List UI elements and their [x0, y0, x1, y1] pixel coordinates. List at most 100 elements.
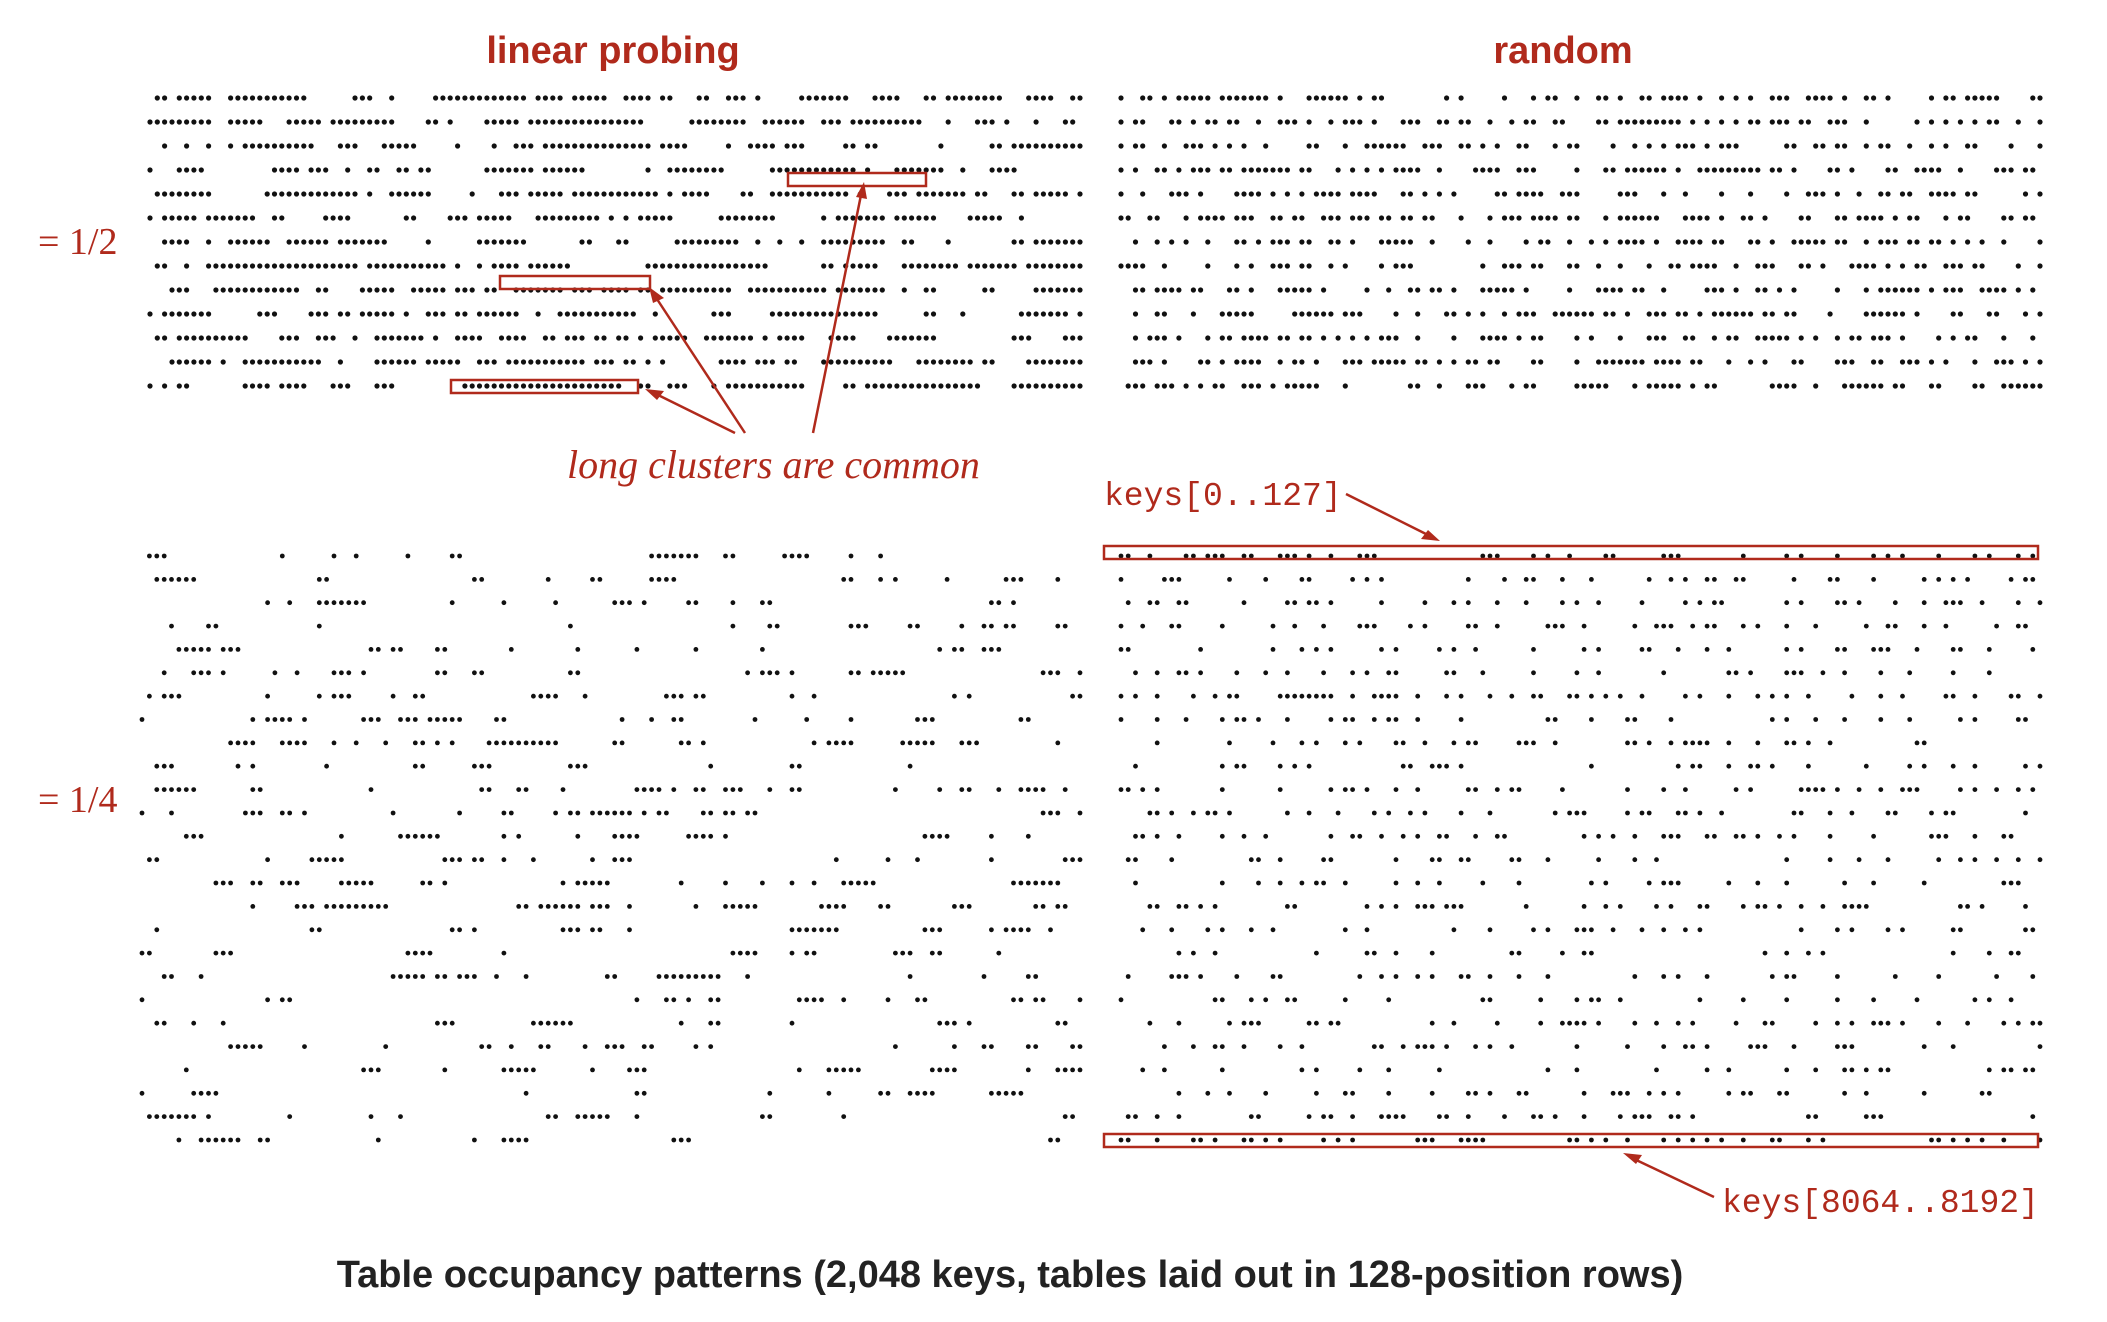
occupied-slot: [1364, 191, 1370, 197]
occupied-slot: [1263, 143, 1269, 149]
occupied-slot: [1632, 167, 1638, 173]
occupied-slot: [2008, 1067, 2014, 1073]
occupied-slot: [1559, 119, 1565, 125]
occupied-slot: [1033, 287, 1039, 293]
occupied-slot: [228, 239, 234, 245]
occupied-slot: [293, 167, 300, 173]
occupied-slot: [249, 143, 256, 149]
occupied-slot: [725, 119, 732, 125]
occupied-slot: [352, 239, 358, 245]
occupied-slot: [608, 119, 614, 125]
occupied-slot: [1596, 833, 1601, 839]
occupied-slot: [1350, 1137, 1355, 1143]
occupied-slot: [1625, 717, 1630, 722]
occupied-slot: [1567, 1137, 1572, 1143]
occupied-slot: [353, 600, 359, 606]
occupied-slot: [1234, 693, 1240, 699]
occupied-slot: [2030, 1067, 2036, 1073]
occupied-slot: [1248, 287, 1254, 293]
occupied-slot: [1711, 311, 1717, 317]
occupied-slot: [572, 191, 578, 197]
occupied-slot: [1929, 810, 1934, 816]
occupied-slot: [952, 263, 959, 269]
occupied-slot: [1697, 239, 1703, 245]
occupied-slot: [608, 383, 614, 389]
occupied-slot: [1863, 143, 1869, 149]
occupied-slot: [147, 383, 153, 389]
occupied-slot: [762, 263, 768, 269]
occupied-slot: [1285, 670, 1290, 676]
occupied-slot: [1719, 119, 1725, 125]
occupied-slot: [1070, 359, 1076, 365]
occupied-slot: [572, 215, 578, 221]
occupied-slot: [833, 904, 839, 909]
occupied-slot: [806, 191, 812, 197]
occupied-slot: [1422, 600, 1428, 606]
occupied-slot: [1581, 904, 1587, 909]
occupied-slot: [703, 167, 710, 173]
occupied-slot: [1516, 191, 1522, 197]
occupied-slot: [1033, 880, 1039, 886]
occupied-slot: [582, 693, 588, 699]
occupied-slot: [1675, 763, 1681, 769]
occupied-slot: [1025, 974, 1031, 979]
occupied-slot: [1205, 167, 1211, 173]
occupied-slot: [1849, 1044, 1855, 1049]
occupied-slot: [1070, 1044, 1075, 1049]
occupied-slot: [528, 191, 534, 197]
occupied-slot: [154, 335, 160, 341]
occupied-slot: [660, 359, 666, 365]
occupied-slot: [1212, 997, 1218, 1003]
occupied-slot: [242, 95, 248, 101]
occupied-slot: [154, 191, 160, 197]
occupied-slot: [1003, 927, 1009, 933]
occupied-slot: [1610, 927, 1616, 933]
occupied-slot: [228, 950, 234, 956]
occupied-slot: [1048, 191, 1054, 197]
occupied-slot: [737, 787, 743, 792]
occupied-slot: [1473, 647, 1478, 652]
occupied-slot: [1653, 335, 1660, 341]
occupied-slot: [1965, 239, 1971, 245]
occupied-slot: [1986, 311, 1992, 317]
occupied-slot: [1719, 600, 1724, 606]
occupied-slot: [1552, 119, 1558, 125]
occupied-slot: [1675, 143, 1681, 149]
occupied-slot: [516, 1137, 522, 1143]
occupied-slot: [960, 167, 966, 173]
occupied-slot: [1784, 600, 1790, 606]
occupied-slot: [1610, 1090, 1616, 1096]
occupied-slot: [520, 143, 527, 149]
occupied-slot: [1878, 311, 1884, 317]
occupied-slot: [213, 215, 219, 221]
occupied-slot: [1624, 167, 1631, 173]
occupied-slot: [1834, 119, 1840, 125]
occupied-slot: [1018, 927, 1024, 933]
occupied-slot: [575, 647, 581, 652]
occupied-slot: [693, 1044, 699, 1049]
occupied-slot: [1473, 383, 1479, 389]
occupied-slot: [1371, 1044, 1377, 1049]
occupied-slot: [1328, 95, 1334, 101]
occupied-slot: [1806, 1137, 1811, 1143]
occupied-slot: [848, 717, 854, 722]
occupied-slot: [649, 787, 654, 792]
occupied-slot: [1907, 670, 1913, 676]
occupied-slot: [821, 191, 827, 197]
occupied-slot: [1690, 215, 1696, 221]
occupied-slot: [2030, 787, 2036, 792]
occupied-slot: [572, 167, 578, 173]
occupied-slot: [1632, 359, 1638, 365]
occupied-slot: [1451, 670, 1457, 676]
occupied-slot: [1011, 191, 1017, 197]
occupied-slot: [2023, 763, 2028, 769]
occupied-slot: [1364, 927, 1370, 933]
occupied-slot: [1371, 191, 1377, 197]
occupied-slot: [733, 215, 739, 221]
occupied-slot: [455, 263, 461, 269]
occupied-slot: [412, 693, 418, 699]
occupied-slot: [664, 810, 669, 816]
occupied-slot: [405, 974, 411, 979]
occupied-slot: [1277, 95, 1283, 101]
occupied-slot: [828, 167, 834, 173]
